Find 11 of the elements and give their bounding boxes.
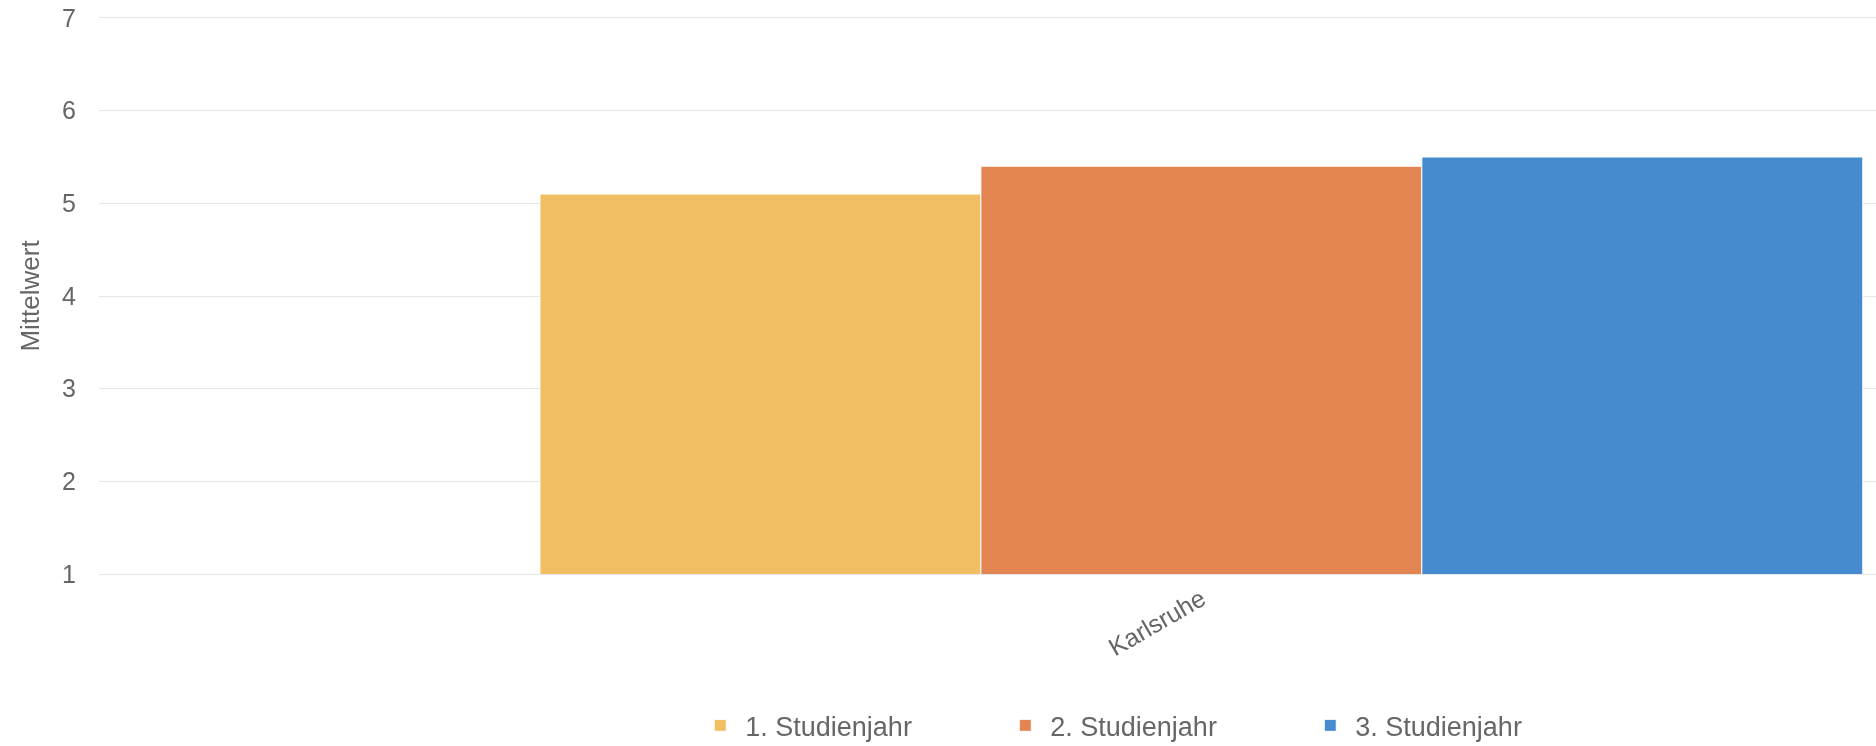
- y-tick-label: 7: [62, 3, 76, 32]
- legend-label: 1. Studienjahr: [745, 711, 912, 742]
- legend-label: 2. Studienjahr: [1050, 711, 1217, 742]
- legend-label: 3. Studienjahr: [1355, 711, 1522, 742]
- y-tick-label: 6: [62, 96, 76, 125]
- y-tick-label: 1: [62, 559, 76, 588]
- y-tick-label: 5: [62, 189, 76, 218]
- y-tick-label: 3: [62, 374, 76, 403]
- y-tick-label: 2: [62, 467, 76, 496]
- y-axis-title: Mittelwert: [15, 239, 46, 352]
- y-tick-label: 4: [62, 281, 77, 310]
